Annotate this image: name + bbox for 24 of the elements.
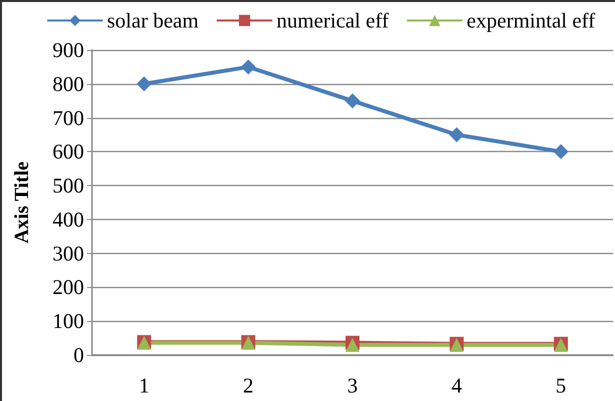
y-tick-label: 700 <box>52 106 84 130</box>
y-tick-label: 400 <box>52 207 84 232</box>
y-tick-label: 100 <box>52 309 84 334</box>
legend-label: numerical eff <box>276 8 389 32</box>
legend-label: solar beam <box>107 8 199 32</box>
x-tick-label: 4 <box>451 374 462 398</box>
point <box>345 93 360 108</box>
point <box>240 59 256 74</box>
x-tick-label: 2 <box>243 374 254 398</box>
y-tick-label: 900 <box>52 38 84 62</box>
y-tick-label: 800 <box>52 72 84 96</box>
y-tick-label: 300 <box>52 241 84 266</box>
x-tick-label: 5 <box>556 374 566 398</box>
y-tick-label: 600 <box>52 140 84 164</box>
y-tick-label: 0 <box>74 343 84 367</box>
y-tick-label: 500 <box>52 174 84 198</box>
y-tick-label: 200 <box>52 275 84 300</box>
legend-label: expermintal eff <box>466 8 596 32</box>
point <box>449 127 464 142</box>
x-tick-label: 3 <box>347 374 358 398</box>
point <box>553 144 568 160</box>
point <box>136 76 152 92</box>
y-axis-title: Axis Title <box>11 161 33 244</box>
x-tick-label: 1 <box>138 374 150 398</box>
